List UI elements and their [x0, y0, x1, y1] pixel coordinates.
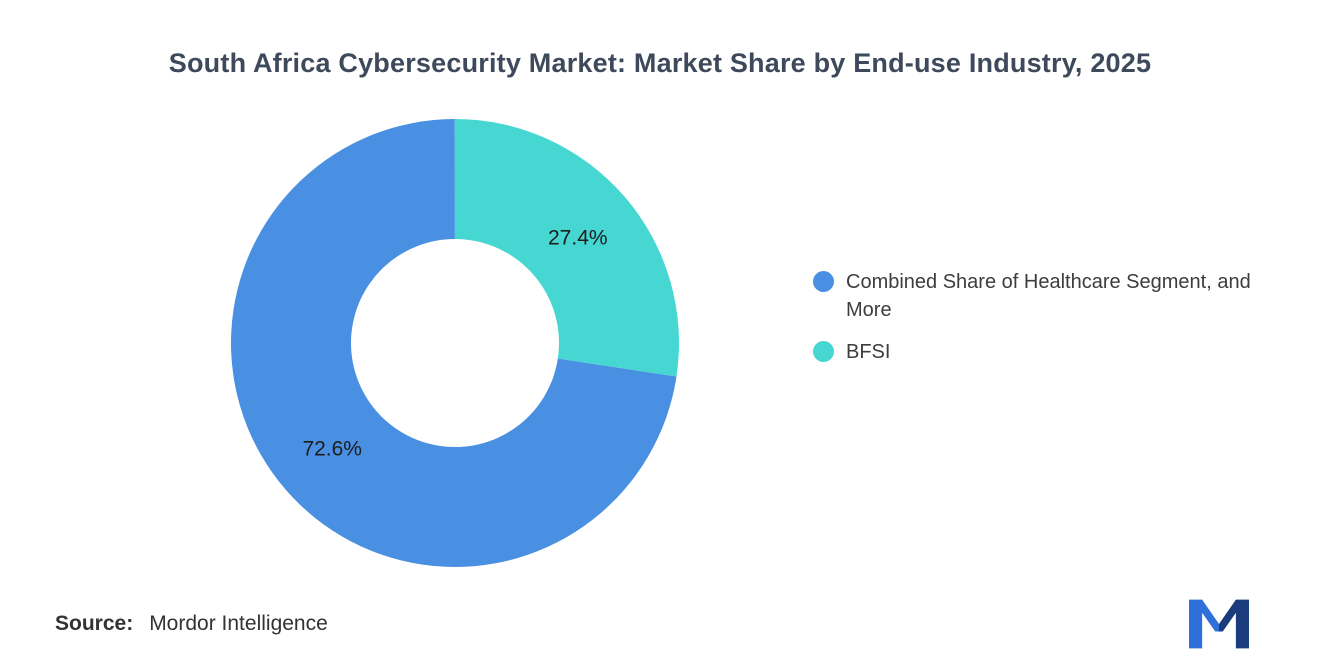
- slice-data-label-0: 72.6%: [302, 438, 362, 461]
- legend-label-bfsi: BFSI: [846, 341, 891, 363]
- legend-label-healthcare: Combined Share of Healthcare Segment, an…: [846, 271, 1251, 321]
- donut-chart: 72.6% 27.4%: [229, 117, 681, 569]
- pie-slice-0: [230, 119, 677, 567]
- legend-swatch-bfsi: [813, 341, 834, 362]
- chart-title: South Africa Cybersecurity Market: Marke…: [168, 48, 1152, 79]
- slice-data-label-1: 27.4%: [548, 226, 608, 249]
- pie-slice-1: [454, 119, 679, 377]
- source-line: Source: Mordor Intelligence: [55, 612, 328, 636]
- legend-swatch-healthcare: [813, 271, 834, 292]
- source-label: Source:: [55, 612, 134, 635]
- mordor-intelligence-logo: [1189, 599, 1249, 649]
- legend-item-healthcare: Combined Share of Healthcare Segment, an…: [813, 268, 1276, 324]
- legend: Combined Share of Healthcare Segment, an…: [813, 268, 1276, 366]
- legend-item-bfsi: BFSI: [813, 338, 1276, 366]
- donut-chart-svg: 72.6% 27.4%: [230, 119, 679, 567]
- source-value: Mordor Intelligence: [149, 612, 328, 635]
